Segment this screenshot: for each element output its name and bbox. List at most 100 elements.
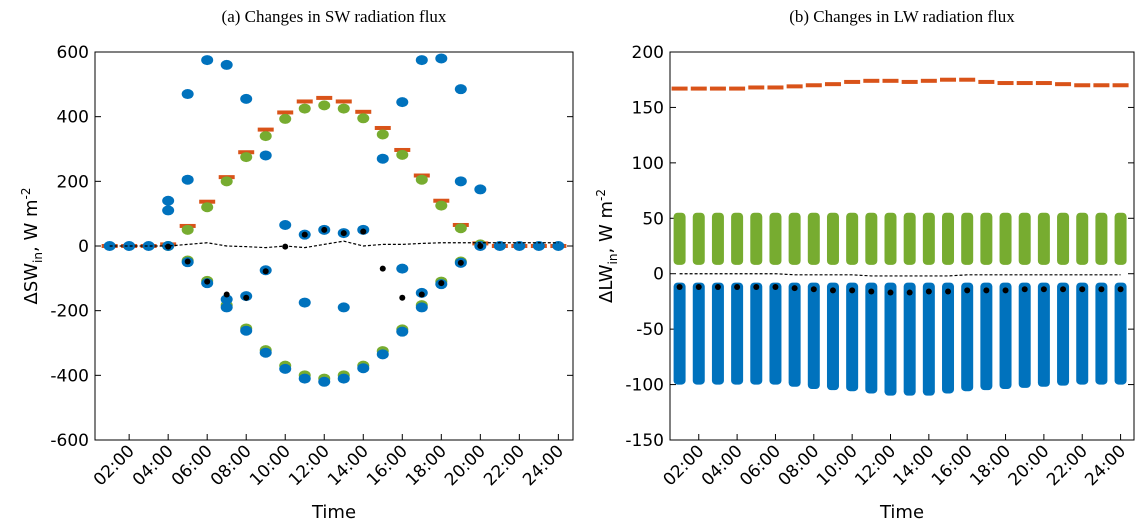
mean-dot [282, 243, 289, 250]
mean-dot [676, 284, 683, 291]
range-band [903, 282, 916, 396]
point-marker [298, 297, 311, 308]
y-label-unit: , W m [21, 199, 42, 252]
mean-dot [868, 288, 875, 295]
range-band [731, 282, 744, 385]
point-marker [279, 113, 292, 124]
mean-dot [734, 284, 741, 291]
mean-dot [399, 294, 406, 301]
range-band [1037, 282, 1050, 387]
mean-dot [223, 291, 230, 298]
y-tick-label: 0 [78, 237, 89, 257]
point-marker [552, 241, 565, 251]
point-marker [454, 176, 467, 187]
x-tick-label: 08:00 [775, 441, 824, 490]
point-marker [298, 373, 311, 384]
dash-marker [844, 79, 861, 84]
x-tick-label: 18:00 [402, 441, 451, 490]
x-tick-label: 22:00 [480, 441, 529, 490]
dash-marker [920, 78, 937, 83]
mean-dot [964, 287, 971, 294]
point-marker [181, 174, 194, 185]
mean-dot [457, 259, 464, 266]
range-band [865, 212, 878, 265]
range-band [711, 212, 724, 265]
range-band [1095, 282, 1108, 385]
point-marker [181, 89, 194, 100]
range-band [942, 282, 955, 394]
x-tick-label: 04:00 [698, 441, 747, 490]
range-band [769, 212, 782, 265]
dash-marker [978, 79, 995, 84]
dash-marker [277, 110, 294, 115]
mean-dot [1117, 286, 1124, 293]
point-marker [279, 363, 292, 374]
y-label-sub: in [31, 252, 45, 263]
range-band [1076, 212, 1089, 265]
range-band [826, 212, 839, 265]
y-axis-label: ΔLWin, W m-2 [594, 189, 620, 303]
point-marker [220, 294, 233, 305]
y-tick-label: 100 [632, 154, 664, 174]
point-marker [318, 376, 331, 387]
point-marker [298, 103, 311, 114]
point-marker [201, 55, 214, 66]
range-band [980, 212, 993, 265]
mean-dot [321, 226, 328, 233]
range-band [731, 212, 744, 265]
y-label-sup: -2 [594, 189, 608, 201]
point-marker [415, 302, 428, 313]
mean-dot [1002, 287, 1009, 294]
mean-dot [714, 284, 721, 291]
point-marker [279, 219, 292, 230]
point-marker [357, 113, 370, 124]
point-marker [201, 202, 214, 213]
y-tick-label: 200 [57, 172, 89, 192]
dash-marker [1016, 81, 1033, 86]
point-marker [162, 205, 175, 216]
point-marker [513, 241, 526, 251]
range-band [922, 212, 935, 265]
dash-marker [671, 86, 688, 91]
range-band [922, 282, 935, 396]
range-band [942, 212, 955, 265]
x-tick-label: 18:00 [966, 441, 1015, 490]
range-band [673, 212, 686, 265]
range-band [999, 282, 1012, 390]
range-band [961, 282, 974, 392]
point-marker [123, 241, 136, 251]
x-tick-label: 02:00 [660, 441, 709, 490]
x-tick-label: 06:00 [168, 441, 217, 490]
range-band [1057, 282, 1070, 386]
x-tick-label: 12:00 [851, 441, 900, 490]
mean-dot [945, 288, 952, 295]
mean-dot [262, 268, 269, 275]
x-tick-label: 14:00 [324, 441, 373, 490]
point-marker [376, 349, 389, 360]
y-tick-label: -400 [50, 366, 89, 386]
dash-marker [355, 109, 372, 114]
x-tick-label: 20:00 [441, 441, 490, 490]
mean-dot [418, 291, 425, 298]
point-marker [220, 176, 233, 187]
point-marker [259, 150, 272, 161]
point-marker [415, 174, 428, 185]
range-band [750, 282, 763, 385]
dash-marker [1074, 83, 1091, 88]
range-band [884, 282, 897, 396]
mean-dot [829, 287, 836, 294]
mean-dot [772, 284, 779, 291]
range-band [999, 212, 1012, 265]
x-tick-label: 14:00 [890, 441, 939, 490]
point-marker [181, 224, 194, 235]
dash-marker [1112, 83, 1129, 88]
x-tick-label: 06:00 [736, 441, 785, 490]
range-band [788, 282, 801, 387]
point-marker [532, 241, 545, 251]
mean-dot [887, 289, 894, 296]
range-band [711, 282, 724, 385]
x-tick-label: 24:00 [519, 441, 568, 490]
point-marker [415, 55, 428, 66]
x-tick-label: 02:00 [90, 441, 139, 490]
x-tick-label: 24:00 [1081, 441, 1130, 490]
